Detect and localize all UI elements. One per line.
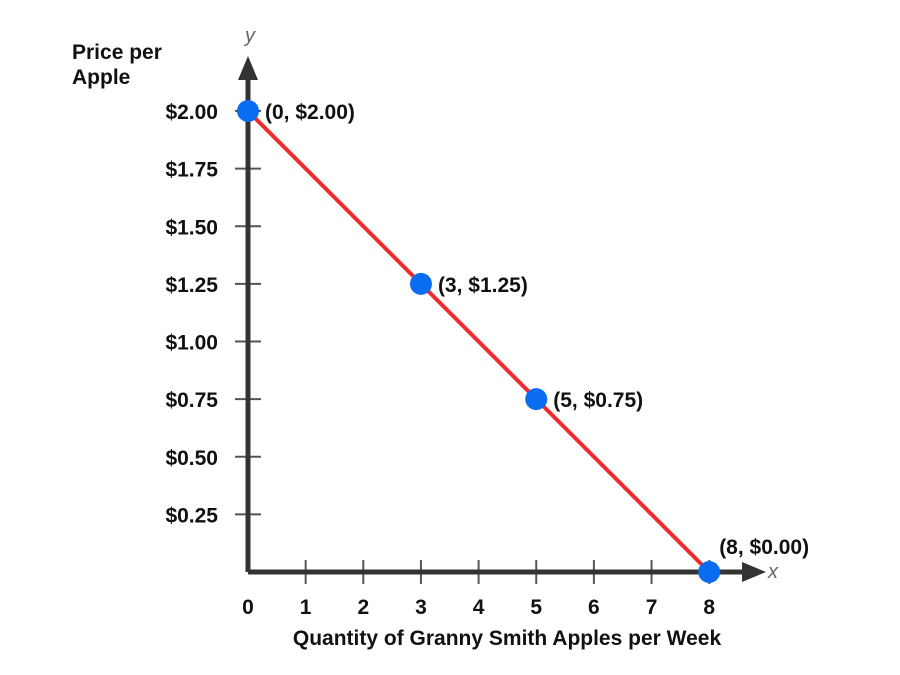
y-axis-label-line1: Price per	[72, 41, 162, 64]
x-tick-label: 8	[703, 596, 715, 619]
y-tick-label: $2.00	[165, 101, 218, 124]
y-tick-label: $1.75	[165, 159, 218, 182]
data-point-label: (8, $0.00)	[719, 536, 809, 559]
y-tick-label: $1.50	[165, 216, 218, 239]
data-point	[698, 561, 721, 583]
x-tick-label: 6	[588, 596, 600, 619]
data-point	[237, 100, 259, 122]
y-axis-letter: y	[243, 25, 256, 47]
x-axis-letter: x	[767, 561, 779, 583]
y-tick-label: $1.25	[165, 274, 218, 297]
y-tick-label: $1.00	[165, 332, 218, 355]
y-tick-label: $0.75	[165, 389, 218, 412]
x-tick-label: 1	[300, 596, 312, 619]
y-axis-arrow	[238, 56, 258, 80]
data-point	[409, 272, 432, 295]
demand-line	[246, 109, 711, 574]
data-point-label: (0, $2.00)	[265, 101, 355, 124]
x-tick-label: 3	[415, 596, 427, 619]
x-tick-label: 7	[646, 596, 658, 619]
x-axis-label: Quantity of Granny Smith Apples per Week	[293, 627, 722, 650]
x-tick-label: 5	[530, 596, 542, 619]
y-tick-label: $0.50	[165, 447, 218, 470]
x-tick-label: 4	[473, 596, 485, 619]
y-axis-label-line2: Apple	[72, 66, 130, 89]
x-tick-label: 2	[357, 596, 369, 619]
data-point-label: (3, $1.25)	[438, 274, 528, 297]
y-tick-label: $0.25	[165, 504, 218, 527]
x-tick-label: 0	[242, 596, 254, 619]
x-axis-arrow	[742, 562, 766, 582]
data-point	[525, 388, 548, 411]
data-point-label: (5, $0.75)	[553, 389, 643, 412]
